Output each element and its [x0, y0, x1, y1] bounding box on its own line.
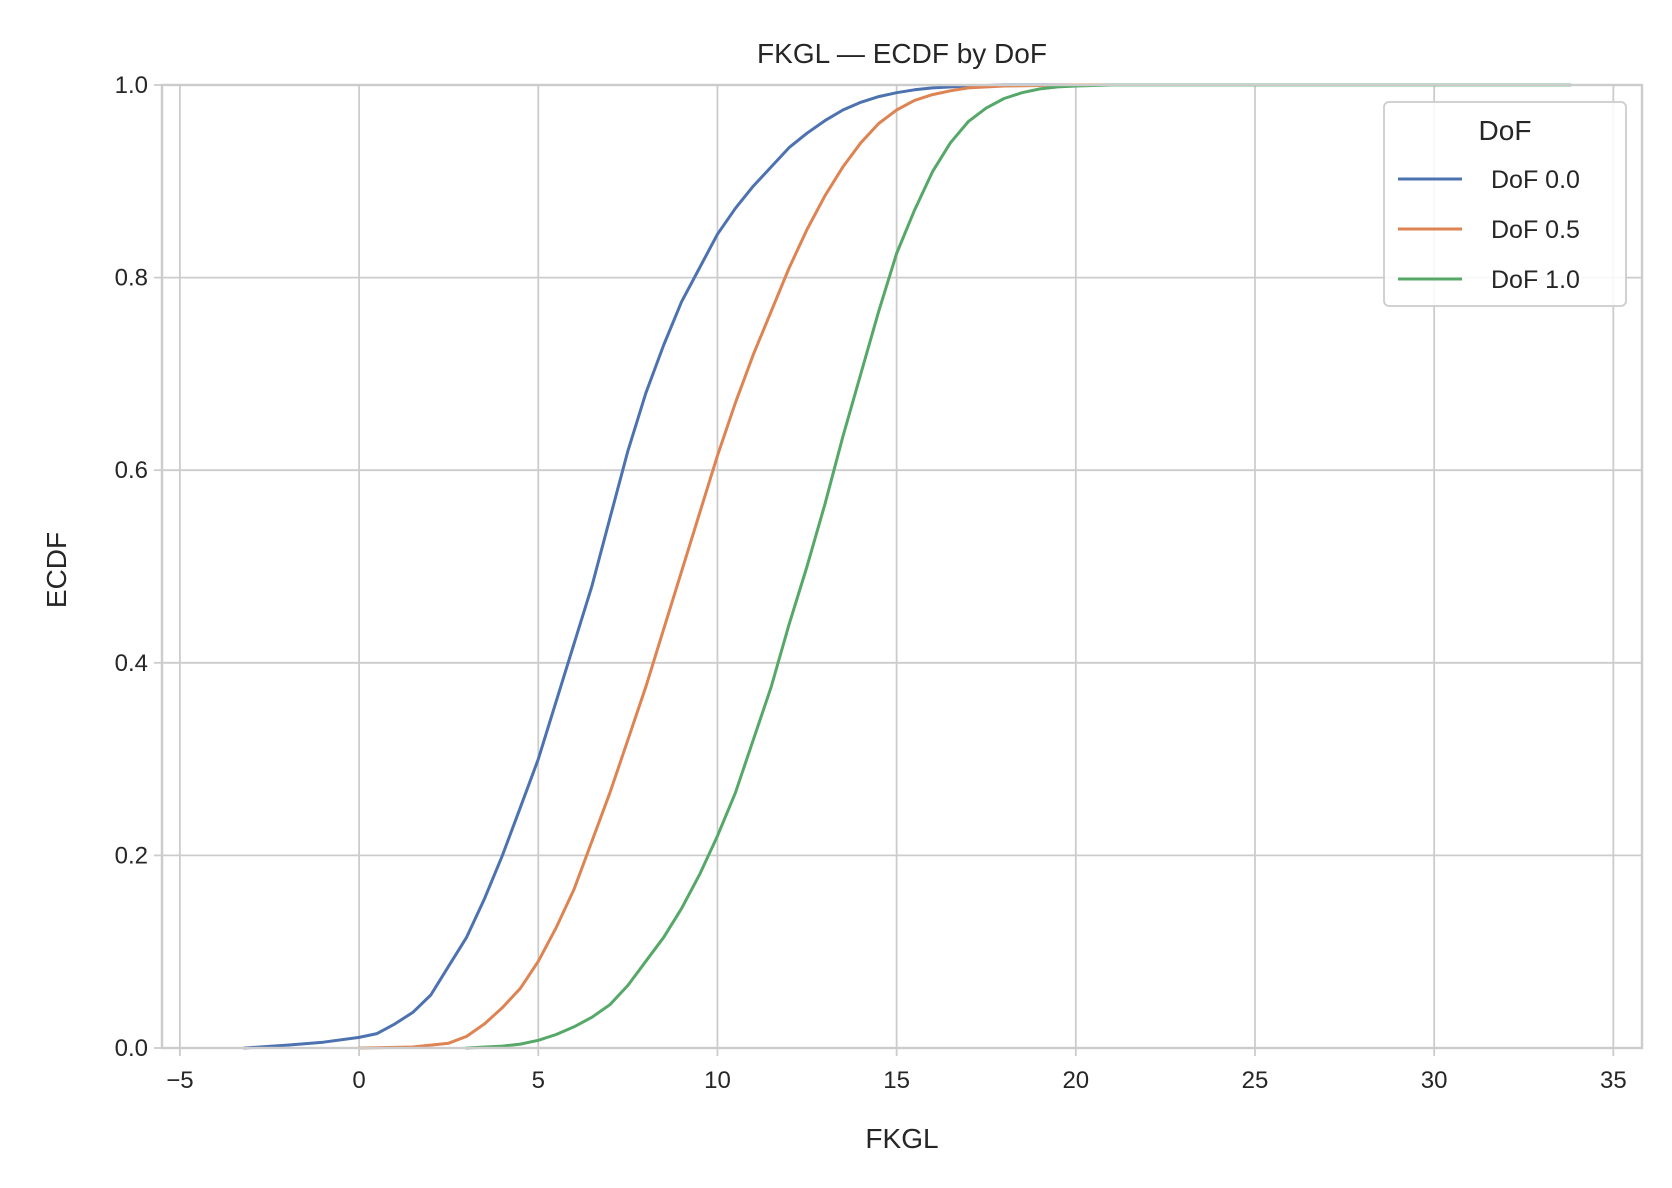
legend-entries: DoF 0.0 DoF 0.5 DoF 1.0 [1398, 166, 1580, 294]
x-axis-label: FKGL [865, 1123, 938, 1154]
x-tick-label: 30 [1421, 1067, 1448, 1094]
legend-label-0: DoF 0.0 [1491, 166, 1580, 194]
y-tick-label: 0.6 [115, 457, 148, 484]
legend-title: DoF [1479, 115, 1532, 146]
y-axis-ticks: 0.0 0.2 0.4 0.6 0.8 1.0 [115, 72, 162, 1062]
legend: DoF DoF 0.0 DoF 0.5 DoF 1.0 [1383, 101, 1627, 307]
x-tick-label: 35 [1600, 1067, 1627, 1094]
legend-box [1383, 101, 1627, 307]
chart-title: FKGL — ECDF by DoF [757, 38, 1047, 69]
y-axis-label: ECDF [41, 532, 72, 608]
x-tick-label: 5 [532, 1067, 545, 1094]
y-tick-label: 0.0 [115, 1035, 148, 1062]
x-tick-label: 20 [1062, 1067, 1089, 1094]
plot-frame [160, 83, 1644, 1050]
series-line-0 [242, 83, 1569, 1050]
x-tick-label: −5 [166, 1067, 193, 1094]
y-tick-label: 0.2 [115, 842, 148, 869]
x-tick-label: 25 [1242, 1067, 1269, 1094]
y-tick-label: 1.0 [115, 72, 148, 99]
series-line-2 [465, 83, 1572, 1050]
x-tick-label: 15 [883, 1067, 910, 1094]
x-tick-label: 10 [704, 1067, 731, 1094]
x-axis-ticks: −5 0 5 10 15 20 25 30 35 [166, 1048, 1627, 1094]
series-line-1 [357, 83, 1572, 1050]
y-tick-label: 0.8 [115, 265, 148, 292]
x-tick-label: 0 [352, 1067, 365, 1094]
legend-label-1: DoF 0.5 [1491, 216, 1580, 244]
legend-label-2: DoF 1.0 [1491, 266, 1580, 294]
y-tick-label: 0.4 [115, 650, 148, 677]
series-lines [242, 83, 1572, 1050]
